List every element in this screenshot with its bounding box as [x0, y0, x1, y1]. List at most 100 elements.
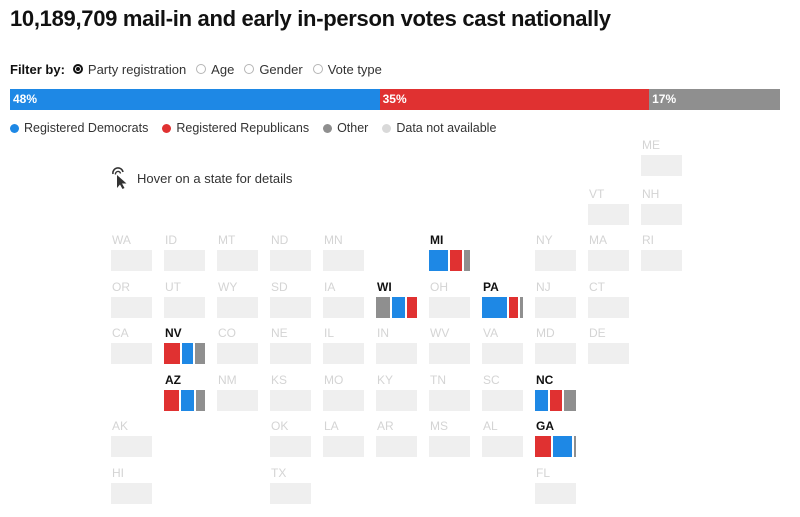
state-tn[interactable]: TN — [429, 373, 470, 411]
state-ca[interactable]: CA — [111, 326, 152, 364]
state-bar-segment-rep — [449, 250, 464, 271]
filter-option-label: Age — [211, 61, 235, 77]
state-ok[interactable]: OK — [270, 419, 311, 457]
state-bar — [270, 296, 311, 318]
state-ri[interactable]: RI — [641, 233, 682, 271]
state-abbr: NH — [642, 186, 660, 201]
filter-option-party-registration[interactable]: Party registration — [72, 61, 187, 77]
state-bar-segment-dem — [429, 250, 450, 271]
state-nv[interactable]: NV — [164, 326, 205, 364]
national-stacked-bar[interactable]: 48% 35% 17% — [10, 89, 780, 110]
state-sd[interactable]: SD — [270, 280, 311, 318]
state-ma[interactable]: MA — [588, 233, 629, 271]
state-bar — [429, 343, 470, 364]
state-ar[interactable]: AR — [376, 419, 417, 457]
state-abbr: MT — [218, 233, 236, 247]
state-ny[interactable]: NY — [535, 233, 576, 271]
state-in[interactable]: IN — [376, 326, 417, 364]
state-mt[interactable]: MT — [217, 233, 258, 271]
state-bar — [111, 343, 152, 364]
state-nj[interactable]: NJ — [535, 280, 576, 318]
state-bar — [164, 296, 205, 318]
filter-option-label: Party registration — [87, 61, 187, 77]
state-bar — [376, 296, 417, 318]
state-de[interactable]: DE — [588, 326, 629, 364]
state-bar — [535, 250, 576, 271]
state-ga[interactable]: GA — [535, 419, 576, 457]
state-or[interactable]: OR — [111, 280, 152, 318]
legend-dot — [382, 123, 392, 133]
state-bar-segment-dem — [535, 389, 550, 411]
state-bar — [535, 389, 576, 411]
radio-button[interactable] — [244, 64, 255, 74]
radio-button[interactable] — [72, 64, 83, 74]
state-abbr: ME — [642, 138, 660, 152]
state-abbr: MO — [324, 372, 344, 387]
state-abbr: NY — [536, 233, 553, 247]
state-hi[interactable]: HI — [111, 466, 152, 504]
state-abbr: AR — [377, 419, 394, 433]
state-bar — [323, 436, 364, 457]
state-pa[interactable]: PA — [482, 280, 523, 318]
state-abbr: PA — [483, 279, 499, 294]
state-bar — [535, 343, 576, 364]
state-ne[interactable]: NE — [270, 326, 311, 364]
state-bar — [323, 389, 364, 411]
state-wv[interactable]: WV — [429, 326, 470, 364]
state-fl[interactable]: FL — [535, 466, 576, 504]
state-wi[interactable]: WI — [376, 280, 417, 318]
filter-option-age[interactable]: Age — [196, 62, 234, 77]
state-oh[interactable]: OH — [429, 280, 470, 318]
state-nc[interactable]: NC — [535, 373, 576, 411]
state-abbr: MS — [430, 419, 448, 433]
state-az[interactable]: AZ — [164, 373, 205, 411]
state-al[interactable]: AL — [482, 419, 523, 457]
state-nd[interactable]: ND — [270, 233, 311, 271]
state-bar — [429, 436, 470, 457]
state-id[interactable]: ID — [164, 233, 205, 271]
state-md[interactable]: MD — [535, 326, 576, 364]
filter-option-gender[interactable]: Gender — [244, 62, 303, 77]
state-tx[interactable]: TX — [270, 466, 311, 504]
state-bar — [535, 296, 576, 318]
state-ak[interactable]: AK — [111, 419, 152, 457]
state-wy[interactable]: WY — [217, 280, 258, 318]
state-mn[interactable]: MN — [323, 233, 364, 271]
national-bar-republicans[interactable]: 35% — [379, 89, 650, 110]
state-bar — [376, 436, 417, 457]
state-bar — [429, 389, 470, 411]
national-bar-other[interactable]: 17% — [649, 89, 780, 110]
filter-option-vote-type[interactable]: Vote type — [312, 62, 382, 77]
state-mi[interactable]: MI — [429, 233, 470, 271]
state-bar — [376, 343, 417, 364]
state-abbr: OH — [430, 279, 448, 294]
state-vt[interactable]: VT — [588, 187, 629, 225]
state-ms[interactable]: MS — [429, 419, 470, 457]
state-nh[interactable]: NH — [641, 187, 682, 225]
state-bar — [217, 296, 258, 318]
state-co[interactable]: CO — [217, 326, 258, 364]
state-il[interactable]: IL — [323, 326, 364, 364]
radio-button[interactable] — [312, 64, 323, 74]
state-nm[interactable]: NM — [217, 373, 258, 411]
filter-bar: Filter by: Party registration Age Gender… — [10, 60, 392, 78]
state-wa[interactable]: WA — [111, 233, 152, 271]
state-ct[interactable]: CT — [588, 280, 629, 318]
state-abbr: VA — [483, 326, 499, 340]
state-abbr: UT — [165, 279, 181, 294]
state-ut[interactable]: UT — [164, 280, 205, 318]
state-bar — [164, 250, 205, 271]
state-abbr: ND — [271, 233, 289, 247]
state-sc[interactable]: SC — [482, 373, 523, 411]
state-ks[interactable]: KS — [270, 373, 311, 411]
national-bar-democrats[interactable]: 48% — [10, 89, 380, 110]
state-va[interactable]: VA — [482, 326, 523, 364]
state-ky[interactable]: KY — [376, 373, 417, 411]
state-me[interactable]: ME — [641, 138, 682, 176]
state-abbr: NM — [218, 372, 237, 387]
state-mo[interactable]: MO — [323, 373, 364, 411]
state-abbr: CA — [112, 326, 129, 340]
state-la[interactable]: LA — [323, 419, 364, 457]
state-ia[interactable]: IA — [323, 280, 364, 318]
radio-button[interactable] — [196, 64, 207, 74]
